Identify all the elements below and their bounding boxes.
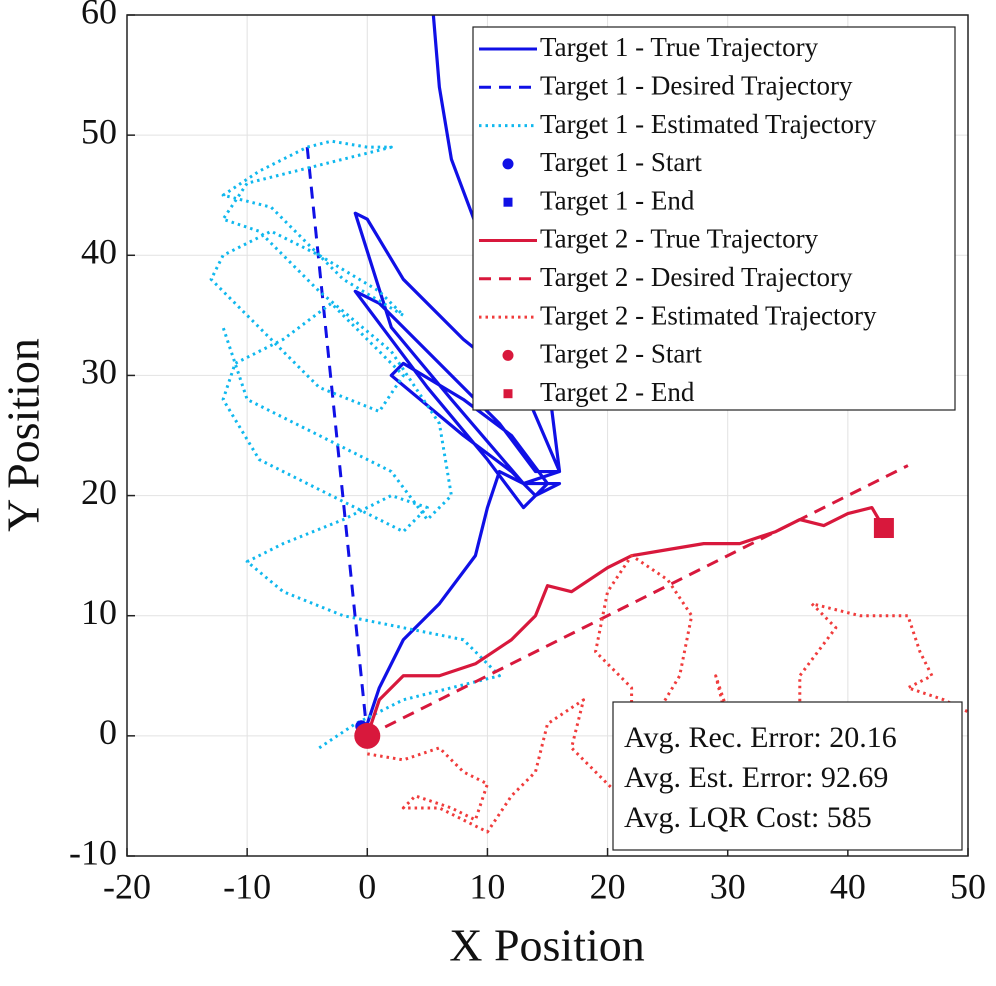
x-tick-label: 0 (358, 866, 376, 906)
trajectory (209, 139, 501, 750)
annotation-box: Avg. Rec. Error: 20.16 Avg. Est. Error: 9… (612, 701, 963, 851)
legend-label: Target 1 - True Trajectory (540, 32, 819, 62)
data-layer (209, 15, 968, 834)
marker (502, 349, 514, 361)
x-tick-label: 50 (950, 866, 986, 906)
legend-label: Target 1 - Estimated Trajectory (540, 109, 877, 139)
x-tick-label: 10 (469, 866, 505, 906)
y-axis-label: Y Position (0, 338, 49, 532)
legend-label: Target 2 - Desired Trajectory (540, 262, 853, 292)
x-tick-label: 30 (710, 866, 746, 906)
y-tick-label: 10 (81, 592, 117, 632)
x-tick-label: -20 (103, 866, 151, 906)
annotation: Avg. LQR Cost: 585 (624, 801, 872, 834)
annotation-frame (612, 701, 963, 851)
trajectory (353, 15, 562, 725)
legend-label: Target 1 - Desired Trajectory (540, 71, 853, 101)
legend-label: Target 2 - End (540, 377, 695, 407)
y-tick-label: -10 (69, 832, 117, 872)
trajectory (365, 505, 886, 737)
legend-label: Target 1 - End (540, 185, 695, 215)
y-tick-label: 60 (81, 0, 117, 31)
y-tick-label: 40 (81, 232, 117, 272)
legend: Target 1 - True Trajectory Target 1 - Des… (472, 26, 956, 411)
plot-border (126, 14, 969, 857)
y-tick-label: 20 (81, 472, 117, 512)
legend-label: Target 1 - Start (540, 147, 702, 177)
x-axis-label: X Position (449, 920, 645, 971)
legend-label: Target 2 - Start (540, 339, 702, 369)
legend-label: Target 2 - True Trajectory (540, 224, 819, 254)
x-tick-label: -10 (223, 866, 271, 906)
legend-label: Target 2 - Estimated Trajectory (540, 300, 877, 330)
marker (502, 158, 514, 170)
y-tick-label: 30 (81, 352, 117, 392)
trajectory (366, 464, 909, 738)
annotation: Avg. Est. Error: 92.69 (624, 761, 888, 794)
marker (354, 722, 381, 749)
legend-box (472, 26, 956, 411)
marker (503, 197, 513, 207)
x-tick-label: 20 (590, 866, 626, 906)
y-tick-label: 50 (81, 111, 117, 151)
y-tick-label: 0 (99, 712, 117, 752)
annotation: Avg. Rec. Error: 20.16 (624, 721, 897, 754)
x-tick-label: 40 (830, 866, 866, 906)
marker (503, 389, 513, 399)
marker (873, 518, 894, 539)
